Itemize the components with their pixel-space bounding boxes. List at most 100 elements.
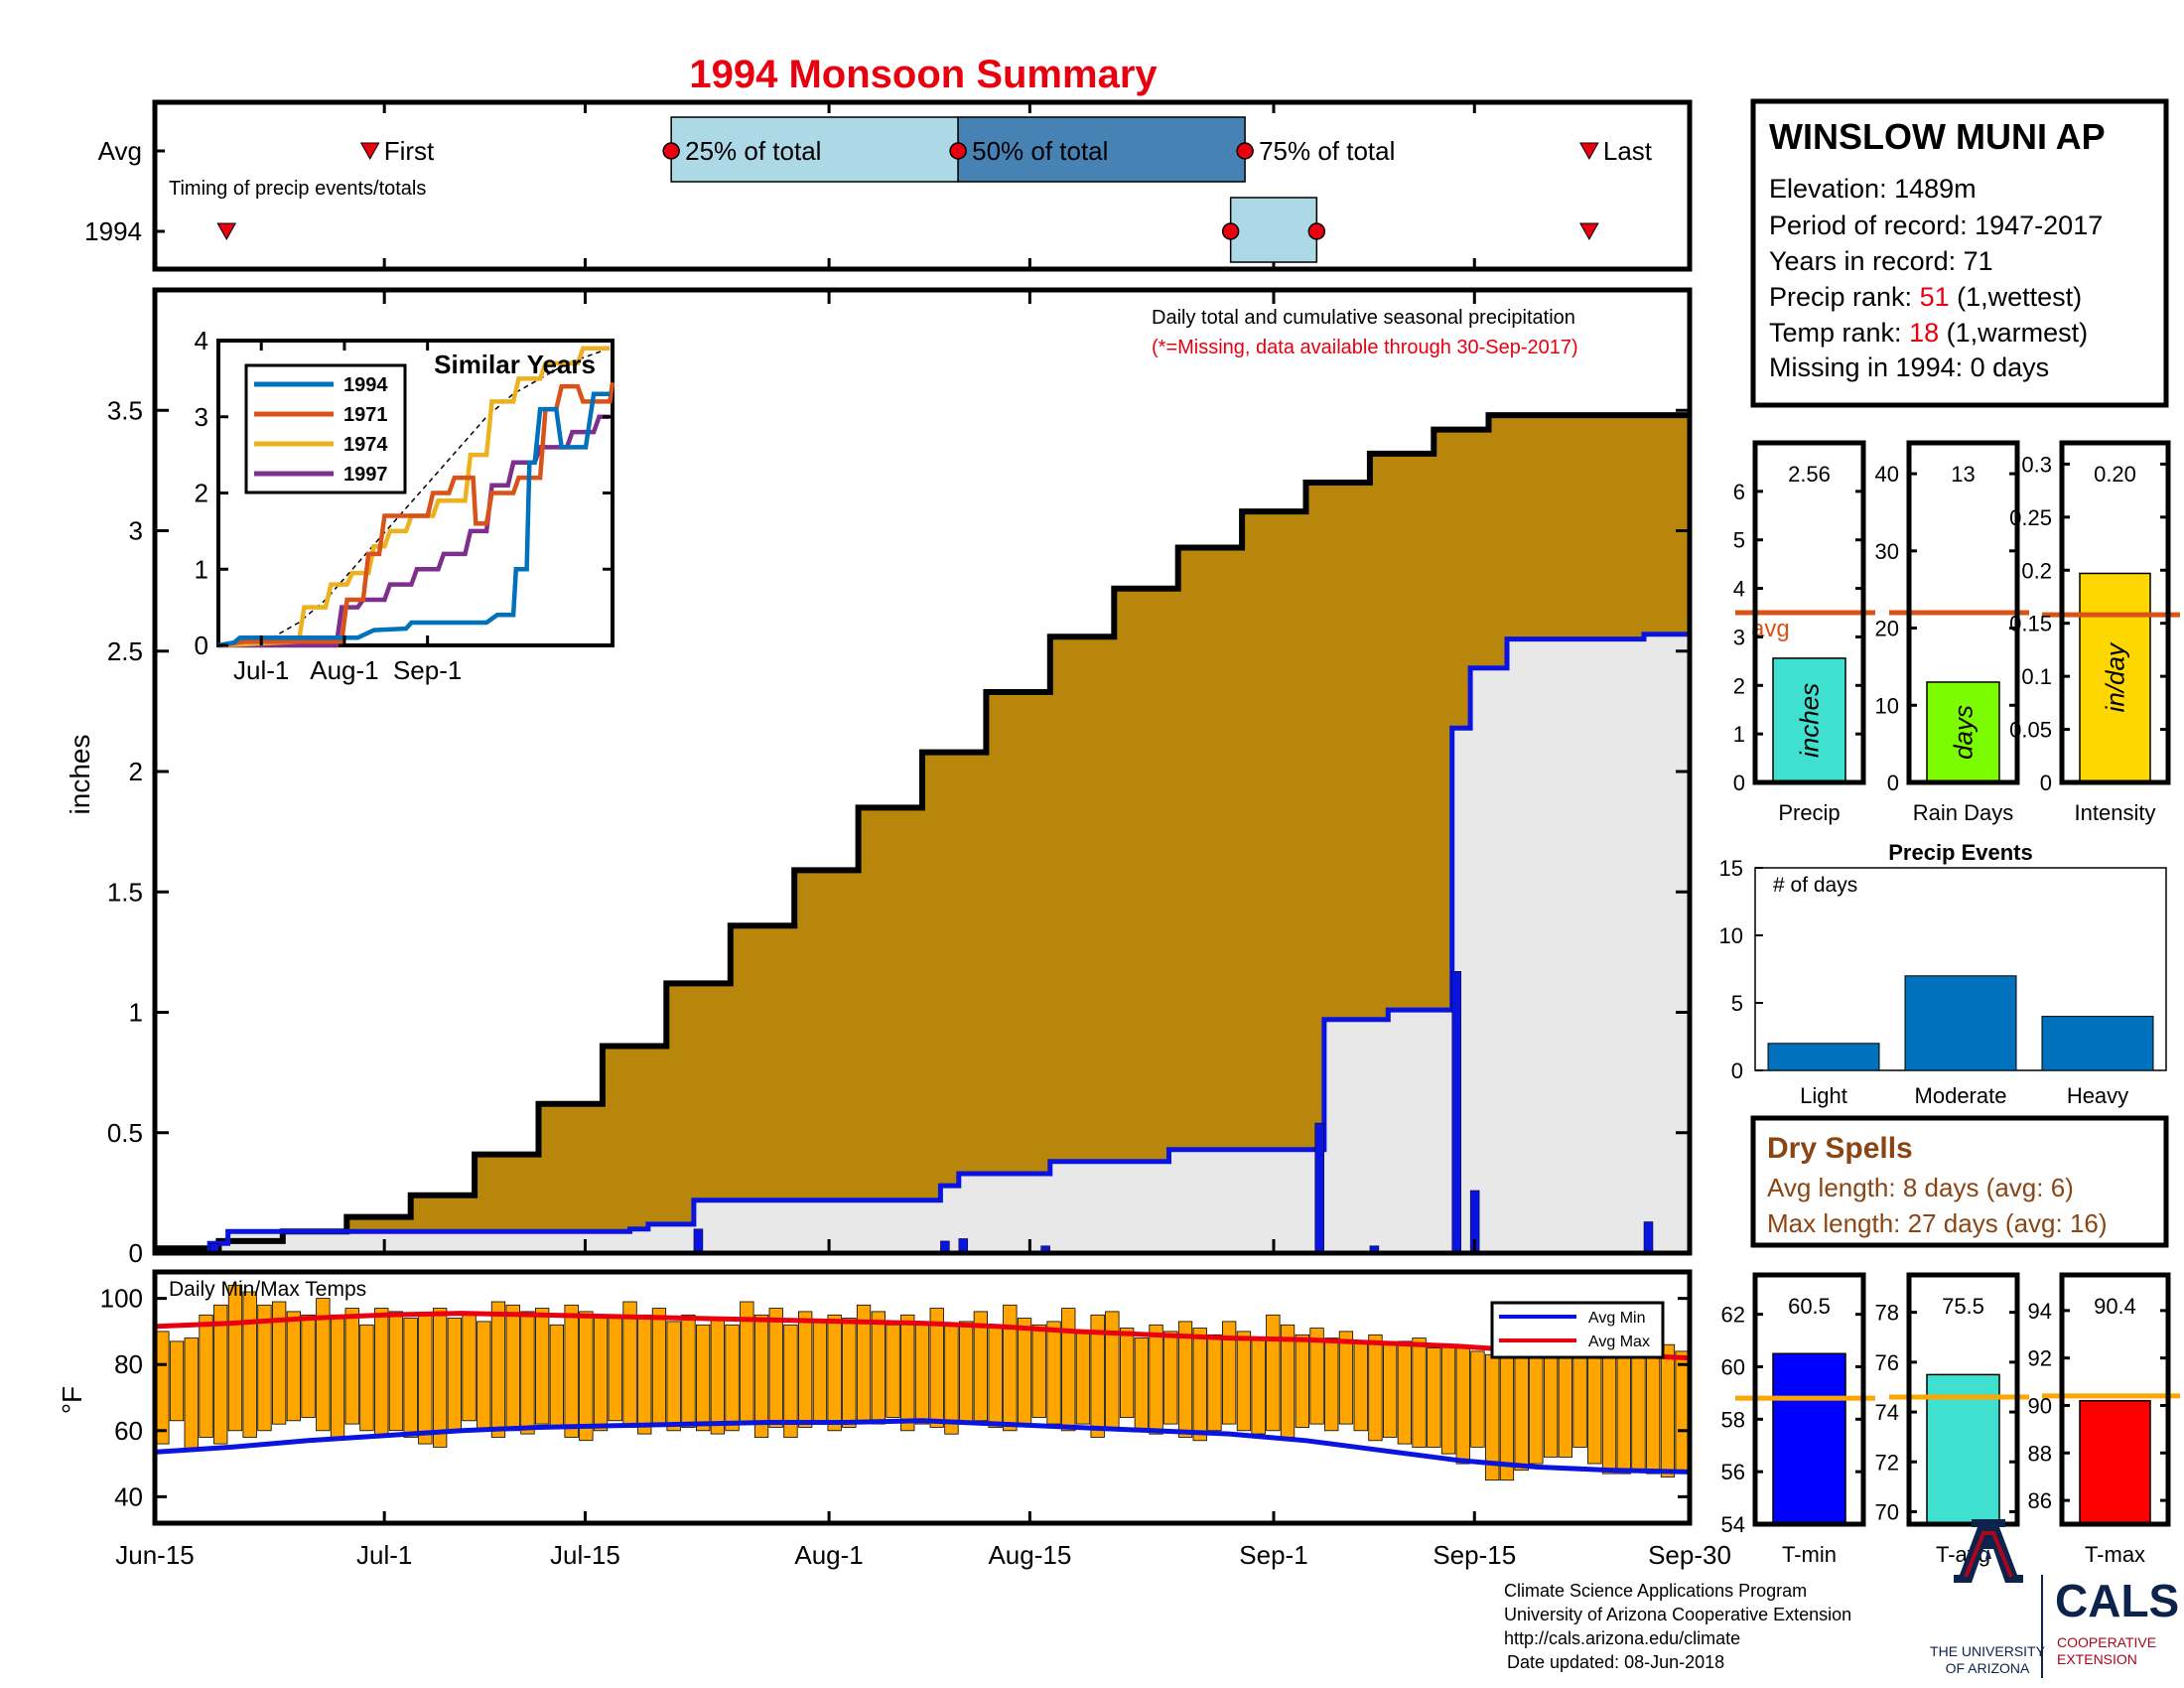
- x-tick-label: Jul-1: [356, 1540, 412, 1570]
- precip-events-panel: Precip Events # of days Light Moderate Heavy…: [1719, 840, 2167, 1108]
- daily-temp-bar: [1222, 1321, 1237, 1425]
- daily-temp-bar: [374, 1308, 389, 1438]
- y-tick-label: 3: [129, 516, 143, 546]
- timing-last-marker: [1579, 142, 1599, 161]
- daily-temp-bar: [651, 1308, 667, 1425]
- daily-temp-bar: [316, 1298, 331, 1432]
- daily-temp-bar: [1236, 1331, 1252, 1432]
- daily-temp-bar: [1397, 1340, 1412, 1445]
- cals-logo-text: CALS: [2055, 1575, 2179, 1626]
- precip-rank-value: 51: [1920, 282, 1950, 312]
- daily-temp-bar: [1192, 1328, 1207, 1442]
- event-category-label: Heavy: [2067, 1083, 2128, 1108]
- timing-1994-last-marker: [1579, 222, 1599, 241]
- inset-x-tick: Aug-1: [310, 655, 378, 685]
- events-y-tick: 5: [1731, 991, 1743, 1016]
- daily-temp-bar: [490, 1301, 506, 1438]
- daily-temp-bar: [1105, 1311, 1120, 1432]
- daily-temp-bar: [1412, 1337, 1427, 1448]
- intensity-summary-tick: 0.2: [2021, 558, 2052, 583]
- x-tick-label: Sep-1: [1239, 1540, 1307, 1570]
- event-category-label: Moderate: [1915, 1083, 2007, 1108]
- daily-temp-bar: [1061, 1308, 1076, 1432]
- footer-line-2: University of Arizona Cooperative Extens…: [1504, 1605, 1851, 1624]
- daily-temp-bar: [1514, 1343, 1529, 1472]
- tavg-summary-tick: 78: [1875, 1301, 1899, 1326]
- daily-temp-bar: [842, 1318, 857, 1428]
- daily-temp-bar: [886, 1324, 900, 1418]
- tavg-summary-tick: 70: [1875, 1499, 1899, 1524]
- inset-series-1994: [217, 391, 611, 648]
- daily-precip-bar: [1314, 1122, 1324, 1254]
- daily-temp-bar: [1646, 1347, 1661, 1475]
- daily-temp-bar: [184, 1337, 199, 1452]
- daily-temp-bar: [681, 1314, 696, 1428]
- temp-y-tick: 100: [100, 1284, 143, 1314]
- precip-summary-tick: 4: [1733, 577, 1745, 602]
- event-bar: [1767, 1043, 1880, 1071]
- inset-legend-label: 1994: [343, 374, 388, 396]
- rain-days-summary-tick: 40: [1875, 462, 1899, 487]
- inset-title: Similar Years: [434, 350, 596, 379]
- x-tick-label: Aug-15: [988, 1540, 1071, 1570]
- daily-temp-bar: [637, 1314, 652, 1435]
- tmin-summary-tick: 60: [1721, 1354, 1745, 1379]
- intensity-summary-bar: [2079, 572, 2151, 783]
- daily-temp-bar: [520, 1311, 535, 1435]
- tmax-summary-tick: 90: [2028, 1393, 2052, 1418]
- daily-temp-bar: [1572, 1347, 1587, 1448]
- timing-p50-marker: [949, 142, 967, 160]
- daily-temp-bar: [608, 1318, 622, 1422]
- inset-y-tick: 3: [195, 402, 208, 432]
- tmin-summary-tick: 56: [1721, 1460, 1745, 1484]
- events-y-tick: 10: [1719, 923, 1743, 948]
- x-tick-label: Jul-15: [550, 1540, 620, 1570]
- intensity-summary-label: Intensity: [2075, 800, 2156, 825]
- dry-spells-title: Dry Spells: [1767, 1132, 1913, 1165]
- daily-temp-bar: [988, 1324, 1003, 1428]
- daily-temp-bar: [579, 1311, 594, 1442]
- daily-temp-bar: [1075, 1331, 1091, 1425]
- daily-temp-bar: [388, 1311, 404, 1432]
- daily-temp-bar: [1090, 1314, 1105, 1438]
- tmax-summary-tick: 88: [2028, 1441, 2052, 1466]
- daily-temp-bar: [1251, 1337, 1266, 1435]
- daily-temp-bar: [1455, 1347, 1470, 1465]
- footer-credits: Climate Science Applications Program Uni…: [1504, 1581, 1851, 1672]
- tmax-summary-bar: [2079, 1399, 2151, 1525]
- tavg-summary-value-label: 75.5: [1942, 1294, 1984, 1319]
- timing-p50-label: 50% of total: [972, 136, 1108, 166]
- rain-days-summary-tick: 30: [1875, 539, 1899, 564]
- daily-temp-bar: [1368, 1334, 1383, 1442]
- precip-summary-value-label: 2.56: [1788, 462, 1831, 487]
- daily-temp-bar: [1470, 1350, 1485, 1448]
- daily-precip-bar: [693, 1228, 704, 1254]
- timing-avg-box-lower: [670, 116, 959, 183]
- avg-cumulative-line: [155, 412, 1690, 1252]
- event-bar: [1904, 975, 2017, 1071]
- timing-first-marker: [359, 142, 380, 161]
- precip-summary-tick: 6: [1733, 480, 1745, 504]
- daily-temp-bar: [155, 1331, 170, 1445]
- daily-temp-bar: [1207, 1334, 1222, 1432]
- timing-p25-label: 25% of total: [685, 136, 821, 166]
- precip-summary-bar: [1772, 657, 1846, 783]
- daily-temp-bar: [418, 1314, 433, 1445]
- daily-temp-bar: [783, 1324, 798, 1438]
- timing-note: Timing of precip events/totals: [169, 178, 426, 200]
- daily-temp-bar: [696, 1324, 711, 1432]
- daily-temp-bar: [213, 1304, 228, 1445]
- station-name: WINSLOW MUNI AP: [1769, 116, 2106, 157]
- tmin-summary-tick: 58: [1721, 1407, 1745, 1432]
- daily-temp-bar: [973, 1311, 988, 1422]
- dry-spells-box: Dry Spells Avg length: 8 days (avg: 6) M…: [1750, 1115, 2169, 1248]
- precip-annotation-1: Daily total and cumulative seasonal prec…: [1152, 307, 1575, 329]
- temp-y-tick: 60: [114, 1416, 143, 1446]
- daily-temp-bar: [199, 1314, 213, 1438]
- daily-temp-bar: [666, 1321, 681, 1432]
- tmin-summary-tick: 54: [1721, 1512, 1745, 1537]
- daily-precip-bar: [1451, 971, 1461, 1254]
- intensity-summary-tick: 0.1: [2021, 664, 2052, 689]
- daily-temp-bar: [1587, 1343, 1602, 1465]
- event-category-label: Light: [1800, 1083, 1847, 1108]
